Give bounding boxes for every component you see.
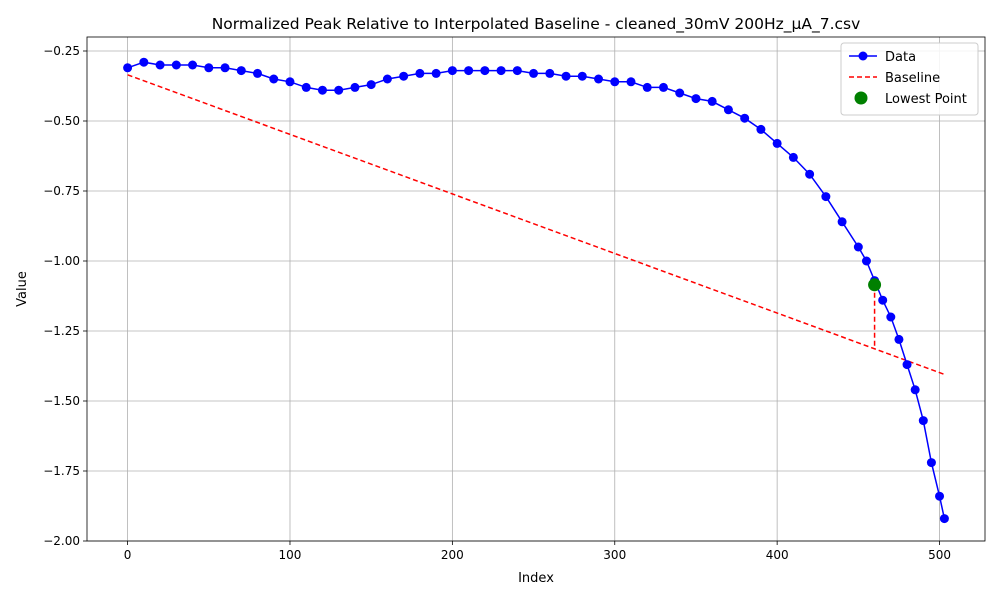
x-tick-label: 300 — [603, 548, 626, 562]
data-point — [626, 77, 636, 87]
y-tick-label: −1.00 — [43, 254, 80, 268]
data-point — [431, 68, 441, 78]
data-point — [675, 88, 685, 98]
axis-ticks: 0 100 200 300 400 500 −2.00 −1.75 −1.50 −1.25 −1.0… — [43, 44, 951, 562]
data-point — [821, 192, 831, 202]
series-baseline — [127, 74, 945, 376]
data-point — [545, 68, 555, 78]
data-point — [894, 334, 904, 344]
legend-label: Baseline — [885, 71, 940, 86]
lowest-point-marker — [868, 278, 882, 292]
data-point — [512, 66, 522, 76]
data-point — [853, 242, 863, 252]
data-point — [334, 85, 344, 95]
series-data-line — [127, 61, 946, 519]
legend: Data Baseline Lowest Point — [840, 42, 979, 116]
y-tick-label: −1.25 — [43, 324, 80, 338]
data-point — [561, 71, 571, 81]
y-tick-label: −0.75 — [43, 184, 80, 198]
y-tick-label: −2.00 — [43, 534, 80, 548]
data-point — [926, 458, 936, 468]
data-point — [886, 312, 896, 322]
x-tick-label: 200 — [441, 548, 464, 562]
data-point — [902, 360, 912, 370]
plot-area — [123, 57, 949, 524]
data-point — [837, 217, 847, 227]
grid — [87, 37, 985, 542]
data-point — [610, 77, 620, 87]
x-tick-label: 100 — [279, 548, 302, 562]
x-tick-label: 500 — [928, 548, 951, 562]
data-point — [220, 63, 230, 73]
data-point — [594, 74, 604, 84]
data-point — [939, 514, 949, 524]
x-axis-label: Index — [518, 571, 554, 586]
data-point — [366, 80, 376, 90]
data-point — [464, 66, 474, 76]
y-tick-label: −0.50 — [43, 114, 80, 128]
data-point — [529, 68, 539, 78]
data-point — [204, 63, 214, 73]
data-point — [772, 138, 782, 148]
x-tick-label: 0 — [124, 548, 132, 562]
data-point — [642, 82, 652, 92]
data-point — [171, 60, 181, 70]
legend-label: Lowest Point — [885, 92, 967, 107]
legend-box — [840, 42, 979, 116]
data-point — [918, 416, 928, 426]
data-point — [188, 60, 198, 70]
data-point — [317, 85, 327, 95]
data-point — [399, 71, 409, 81]
data-point — [861, 256, 871, 266]
data-point — [480, 66, 490, 76]
data-point — [805, 169, 815, 179]
data-point — [269, 74, 279, 84]
data-point — [910, 385, 920, 395]
legend-swatch-data-marker — [858, 51, 868, 61]
data-point — [139, 57, 149, 67]
data-point — [707, 96, 717, 106]
data-point — [878, 295, 888, 305]
data-point — [935, 491, 945, 501]
data-point — [723, 105, 733, 115]
y-tick-label: −1.75 — [43, 464, 80, 478]
data-point — [123, 63, 133, 73]
data-point — [756, 124, 766, 134]
data-point — [691, 94, 701, 104]
data-point — [253, 68, 263, 78]
data-point — [658, 82, 668, 92]
data-point — [350, 82, 360, 92]
legend-swatch-lowest-point — [854, 91, 868, 105]
data-point — [577, 71, 587, 81]
legend-label: Data — [885, 50, 916, 65]
data-point — [236, 66, 246, 76]
y-tick-label: −1.50 — [43, 394, 80, 408]
y-tick-label: −0.25 — [43, 44, 80, 58]
data-point — [788, 152, 798, 162]
data-point — [285, 77, 295, 87]
y-axis-label: Value — [15, 271, 30, 307]
data-point — [740, 113, 750, 123]
data-point — [496, 66, 506, 76]
data-point — [447, 66, 457, 76]
x-tick-label: 400 — [766, 548, 789, 562]
data-point — [382, 74, 392, 84]
chart-title: Normalized Peak Relative to Interpolated… — [212, 15, 861, 34]
data-point — [415, 68, 425, 78]
data-point — [155, 60, 165, 70]
plot-frame — [86, 36, 986, 542]
data-point — [301, 82, 311, 92]
